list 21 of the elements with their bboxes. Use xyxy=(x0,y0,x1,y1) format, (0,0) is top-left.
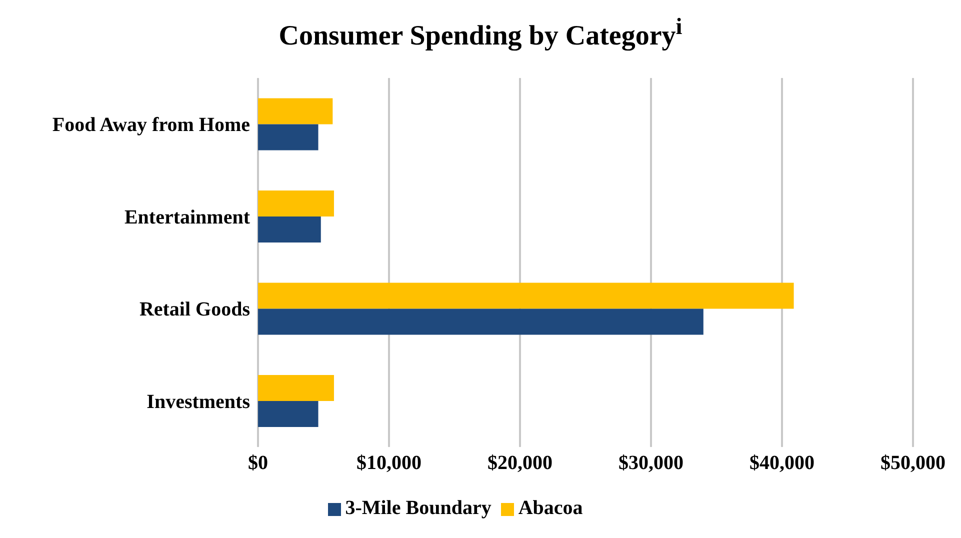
y-tick-label: Retail Goods xyxy=(139,298,250,321)
legend-label: Abacoa xyxy=(518,497,583,519)
bar xyxy=(258,98,333,124)
x-tick-label: $0 xyxy=(248,452,268,474)
x-tick-label: $10,000 xyxy=(356,452,422,474)
bar xyxy=(258,216,321,243)
bar xyxy=(258,375,334,402)
y-tick-label: Investments xyxy=(146,390,250,413)
x-tick-label: $40,000 xyxy=(750,452,814,474)
bar xyxy=(258,401,318,428)
bar xyxy=(258,124,318,150)
bar xyxy=(258,282,794,309)
bar xyxy=(258,308,704,335)
x-tick-label: $50,000 xyxy=(880,452,946,474)
x-tick-label: $30,000 xyxy=(618,452,684,474)
chart-title: Consumer Spending by Category$^{i}$ xyxy=(278,13,684,54)
x-tick-label: $20,000 xyxy=(488,452,552,474)
legend-label: 3-Mile Boundary xyxy=(345,497,492,519)
y-tick-label: Food Away from Home xyxy=(52,114,250,136)
bar xyxy=(258,190,334,217)
y-tick-label: Entertainment xyxy=(124,206,250,228)
